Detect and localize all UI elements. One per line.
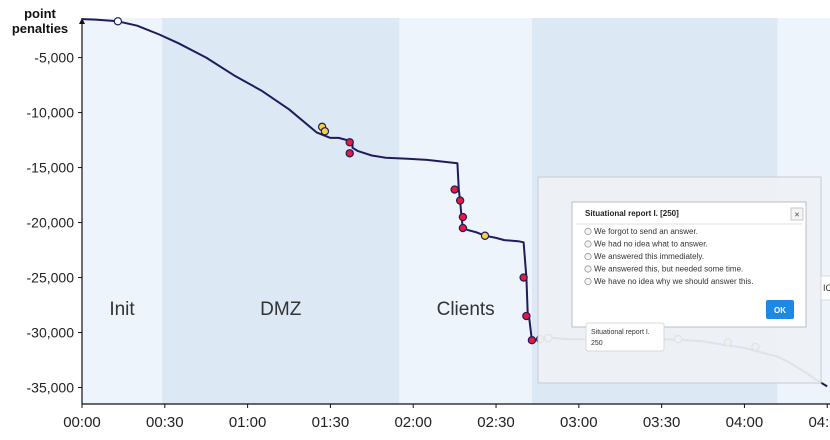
ok-button-label[interactable]: OK (774, 306, 786, 315)
y-tick-label-6: -35,000 (27, 380, 75, 396)
dialog-close-button[interactable] (790, 207, 804, 221)
dialog-title: Situational report I. [250] (585, 209, 679, 218)
x-tick-label-0: 00:00 (63, 414, 101, 431)
phase-labels: Init DMZ Clients (109, 299, 494, 320)
dialog-overlay: Situational report I. [250] × We forgot … (537, 176, 822, 384)
radio-option-label-3[interactable]: We answered this, but needed some time. (594, 265, 743, 274)
event-marker-red-5[interactable] (450, 185, 459, 194)
y-tick-label-2: -15,000 (27, 160, 75, 176)
radio-option-4[interactable] (584, 277, 592, 286)
tooltip-box (585, 322, 665, 352)
event-marker-yellow-2[interactable] (320, 127, 330, 136)
phase-label-2: Clients (437, 299, 495, 320)
x-tick-label-4: 02:00 (394, 414, 432, 431)
radio-option-1[interactable] (584, 240, 592, 248)
x-axis: 00:00 00:30 01:00 01:30 02:00 02:30 03:00 03:30… (63, 403, 830, 431)
radio-option-label-4[interactable]: We have no idea why we should answer thi… (594, 277, 754, 286)
phase-label-1: DMZ (260, 299, 302, 320)
tooltip-line2: 250 (591, 340, 603, 347)
ok-button[interactable] (766, 300, 794, 319)
event-marker-red-3[interactable] (345, 138, 354, 147)
phase-band-2 (399, 18, 532, 404)
x-tick-label-9: 04:30 (808, 414, 830, 431)
event-marker-red-4[interactable] (345, 149, 354, 158)
tooltip: Situational report I. 250 (585, 322, 665, 352)
radio-option-0[interactable] (584, 227, 592, 236)
phase-band-0 (82, 18, 163, 404)
event-marker-red-7[interactable] (458, 212, 468, 222)
x-tick-label-7: 03:30 (643, 414, 681, 431)
event-marker-white-0[interactable] (113, 17, 123, 26)
event-marker-red-12[interactable] (527, 336, 537, 345)
x-tick-label-3: 01:30 (312, 414, 350, 431)
dialog-options: We forgot to send an answer. We had no id… (584, 227, 754, 286)
event-marker-red-11[interactable] (522, 311, 531, 321)
x-tick-label-5: 02:30 (477, 414, 515, 431)
y-axis-title-line-1: penalties (12, 21, 68, 36)
radio-option-3[interactable] (584, 265, 592, 273)
event-marker-red-10[interactable] (519, 273, 528, 282)
event-marker-red-6[interactable] (455, 196, 465, 205)
y-tick-label-0: -5,000 (34, 50, 74, 66)
phase-label-0: Init (109, 299, 135, 320)
close-icon[interactable]: × (794, 210, 799, 220)
y-axis-title-line-0: point (24, 6, 56, 21)
phase-band-1 (162, 18, 400, 404)
radio-option-label-0[interactable]: We forgot to send an answer. (594, 227, 698, 236)
event-marker-red-8[interactable] (458, 223, 468, 233)
x-tick-label-6: 03:00 (560, 414, 598, 431)
event-marker-yellow-9[interactable] (480, 231, 490, 240)
tooltip-line1: Situational report I. (591, 329, 650, 336)
y-tick-label-5: -30,000 (27, 325, 75, 341)
radio-option-label-1[interactable]: We had no idea what to answer. (594, 240, 708, 249)
y-axis-arrow (79, 18, 85, 24)
x-tick-label-2: 01:00 (229, 414, 267, 431)
edge-fragment-text: IC (823, 283, 830, 293)
y-axis: -5,000 -10,000 -15,000 -20,000 -25,000 -30,00… (12, 6, 85, 404)
x-tick-label-8: 04:00 (726, 414, 764, 431)
y-tick-label-1: -10,000 (27, 105, 75, 121)
radio-option-2[interactable] (584, 252, 592, 261)
y-tick-label-3: -20,000 (27, 215, 75, 231)
radio-option-label-2[interactable]: We answered this immediately. (594, 252, 704, 261)
y-tick-label-4: -25,000 (27, 270, 75, 286)
edge-fragment-box (820, 275, 830, 301)
x-tick-label-1: 00:30 (146, 414, 184, 431)
